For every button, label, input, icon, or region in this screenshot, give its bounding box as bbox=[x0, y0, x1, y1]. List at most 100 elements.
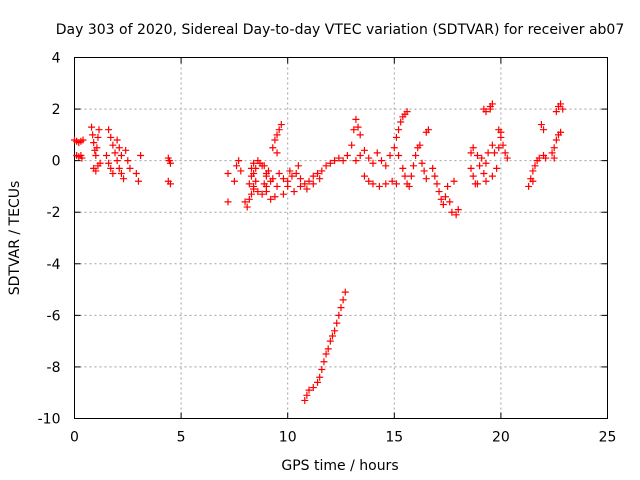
data-point bbox=[441, 193, 449, 201]
data-point bbox=[531, 162, 539, 170]
data-point bbox=[454, 206, 462, 214]
data-point bbox=[303, 391, 311, 399]
data-point bbox=[230, 177, 238, 185]
data-point bbox=[273, 149, 281, 157]
data-point bbox=[444, 182, 452, 190]
data-point bbox=[431, 172, 439, 180]
data-point bbox=[559, 105, 567, 113]
data-point bbox=[113, 136, 121, 144]
data-point bbox=[335, 311, 343, 319]
data-point bbox=[491, 149, 499, 157]
x-tick-label: 10 bbox=[279, 430, 297, 446]
data-point bbox=[497, 128, 505, 136]
data-point bbox=[429, 164, 437, 172]
data-point bbox=[356, 131, 364, 139]
data-point bbox=[331, 157, 339, 165]
data-point bbox=[303, 185, 311, 193]
data-point bbox=[322, 162, 330, 170]
data-point bbox=[275, 126, 283, 134]
data-point bbox=[420, 167, 428, 175]
axis-ticks: 0 5 10 15 20 25 -10 -8 -6 -4 -2 0 2 4 bbox=[38, 51, 617, 446]
data-point bbox=[247, 172, 255, 180]
data-point bbox=[401, 172, 409, 180]
data-point bbox=[499, 141, 507, 149]
data-point bbox=[269, 175, 277, 183]
data-point bbox=[78, 154, 86, 162]
data-point bbox=[548, 149, 556, 157]
data-point bbox=[480, 170, 488, 178]
data-point bbox=[433, 180, 441, 188]
data-point bbox=[552, 136, 560, 144]
data-point bbox=[309, 180, 317, 188]
data-point bbox=[301, 396, 309, 404]
data-point bbox=[273, 131, 281, 139]
data-point bbox=[96, 159, 104, 167]
data-point bbox=[473, 151, 481, 159]
data-point bbox=[105, 159, 113, 167]
y-tick-label: -2 bbox=[47, 205, 61, 221]
data-point bbox=[388, 177, 396, 185]
data-point bbox=[166, 180, 174, 188]
data-point bbox=[275, 170, 283, 178]
data-point bbox=[107, 164, 115, 172]
data-point bbox=[305, 177, 313, 185]
data-point bbox=[382, 180, 390, 188]
data-point bbox=[422, 175, 430, 183]
data-point bbox=[542, 154, 550, 162]
data-points bbox=[71, 100, 567, 404]
data-point bbox=[328, 332, 336, 340]
data-point bbox=[258, 190, 266, 198]
data-point bbox=[435, 188, 443, 196]
data-point bbox=[333, 319, 341, 327]
data-point bbox=[301, 180, 309, 188]
data-point bbox=[233, 162, 241, 170]
data-point bbox=[316, 175, 324, 183]
data-point bbox=[448, 208, 456, 216]
data-point bbox=[552, 108, 560, 116]
data-point bbox=[337, 304, 345, 312]
data-point bbox=[237, 167, 245, 175]
data-point bbox=[482, 177, 490, 185]
data-point bbox=[309, 172, 317, 180]
data-point bbox=[488, 100, 496, 108]
data-point bbox=[382, 162, 390, 170]
y-tick-label: -10 bbox=[38, 412, 61, 428]
data-point bbox=[348, 141, 356, 149]
data-point bbox=[409, 162, 417, 170]
data-point bbox=[109, 141, 117, 149]
data-point bbox=[424, 126, 432, 134]
data-point bbox=[343, 151, 351, 159]
data-point bbox=[557, 100, 565, 108]
data-point bbox=[392, 133, 400, 141]
data-point bbox=[92, 151, 100, 159]
data-point bbox=[124, 157, 132, 165]
data-point bbox=[314, 378, 322, 386]
data-point bbox=[493, 164, 501, 172]
data-point bbox=[296, 182, 304, 190]
data-point bbox=[122, 146, 130, 154]
data-point bbox=[488, 141, 496, 149]
data-point bbox=[115, 144, 123, 152]
data-point bbox=[273, 182, 281, 190]
data-point bbox=[557, 128, 565, 136]
data-point bbox=[113, 157, 121, 165]
data-point bbox=[535, 154, 543, 162]
data-point bbox=[365, 177, 373, 185]
data-point bbox=[250, 159, 258, 167]
data-point bbox=[296, 175, 304, 183]
data-point bbox=[126, 164, 134, 172]
data-point bbox=[373, 149, 381, 157]
data-point bbox=[224, 170, 232, 178]
chart-title: Day 303 of 2020, Sidereal Day-to-day VTE… bbox=[56, 22, 625, 38]
data-point bbox=[550, 154, 558, 162]
data-point bbox=[250, 185, 258, 193]
data-point bbox=[467, 164, 475, 172]
data-point bbox=[224, 198, 232, 206]
data-point bbox=[469, 172, 477, 180]
data-point bbox=[322, 350, 330, 358]
data-point bbox=[537, 121, 545, 129]
data-point bbox=[314, 170, 322, 178]
data-point bbox=[354, 123, 362, 131]
data-point bbox=[260, 162, 268, 170]
data-point bbox=[356, 151, 364, 159]
